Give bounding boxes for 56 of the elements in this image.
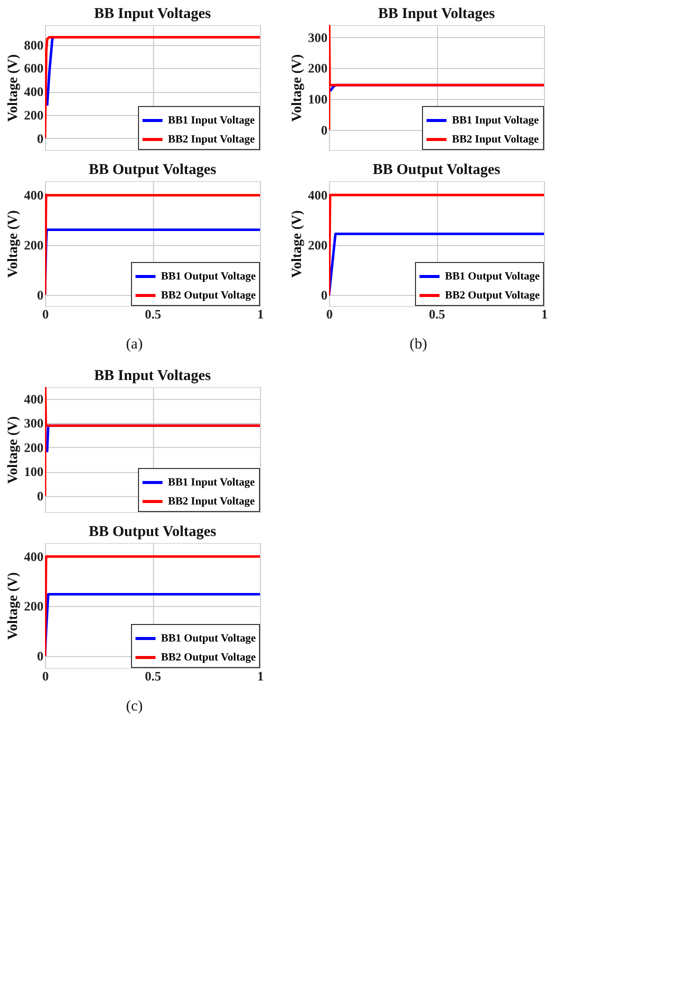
y-tick-label: 400 [308, 188, 328, 203]
y-tick-label: 0 [37, 648, 44, 664]
chart-title: BB Input Voltages [94, 368, 212, 384]
legend-label: BB1 Input Voltage [168, 476, 255, 488]
y-tick-label: 200 [24, 237, 44, 252]
x-tick-label: 0.5 [144, 668, 162, 684]
y-tick-label: 0 [321, 122, 328, 138]
legend-label: BB2 Output Voltage [445, 290, 540, 302]
chart-title: BB Input Voltages [378, 6, 496, 22]
y-tick-label: 400 [24, 391, 44, 406]
y-axis-title: Voltage (V) [6, 416, 21, 484]
legend-label: BB2 Output Voltage [161, 652, 256, 664]
y-tick-label: 400 [24, 548, 44, 564]
chart-title: BB Input Voltages [94, 6, 212, 22]
x-tick-label: 1 [257, 668, 264, 684]
y-tick-label: 100 [24, 464, 44, 480]
x-tick-label: 1 [541, 306, 548, 322]
legend-label: BB1 Output Voltage [161, 270, 256, 282]
x-tick-label: 0.5 [428, 306, 446, 322]
legend-label: BB1 Output Voltage [445, 270, 540, 282]
x-tick-label: 0.5 [144, 306, 162, 322]
text: (c) [126, 698, 143, 714]
y-tick-label: 800 [24, 37, 44, 52]
legend-label: BB1 Input Voltage [168, 114, 255, 126]
y-tick-label: 100 [308, 92, 328, 107]
chart-title: BB Output Voltages [88, 162, 216, 178]
y-axis-title: Voltage (V) [290, 54, 305, 122]
x-tick-label: 1 [257, 306, 264, 322]
legend-label: BB1 Output Voltage [161, 632, 256, 644]
y-axis-title: Voltage (V) [6, 572, 21, 640]
y-tick-label: 200 [24, 598, 44, 614]
chart-title: BB Output Voltages [88, 524, 216, 540]
y-tick-label: 0 [37, 287, 44, 302]
y-tick-label: 300 [24, 416, 44, 431]
y-tick-label: 0 [37, 130, 44, 146]
y-axis-title: Voltage (V) [6, 54, 21, 122]
y-tick-label: 0 [321, 288, 328, 303]
y-tick-label: 400 [24, 84, 44, 100]
legend-label: BB1 Input Voltage [452, 114, 539, 126]
y-tick-label: 200 [24, 107, 44, 122]
y-tick-label: 200 [24, 440, 44, 455]
legend-label: BB2 Input Voltage [452, 134, 539, 146]
y-tick-label: 400 [24, 187, 44, 202]
y-tick-label: 200 [308, 60, 328, 76]
y-axis-title: Voltage (V) [290, 210, 305, 278]
legend-label: BB2 Input Voltage [168, 496, 255, 508]
y-tick-label: 300 [308, 30, 328, 45]
chart-title: BB Output Voltages [372, 162, 500, 178]
y-axis-title: Voltage (V) [6, 210, 21, 278]
y-tick-label: 200 [308, 238, 328, 253]
text: (b) [410, 336, 428, 352]
y-tick-label: 0 [37, 488, 44, 504]
y-tick-label: 600 [24, 60, 44, 76]
legend-label: BB2 Input Voltage [168, 134, 255, 146]
legend-label: BB2 Output Voltage [161, 290, 256, 302]
text: (a) [126, 336, 143, 352]
